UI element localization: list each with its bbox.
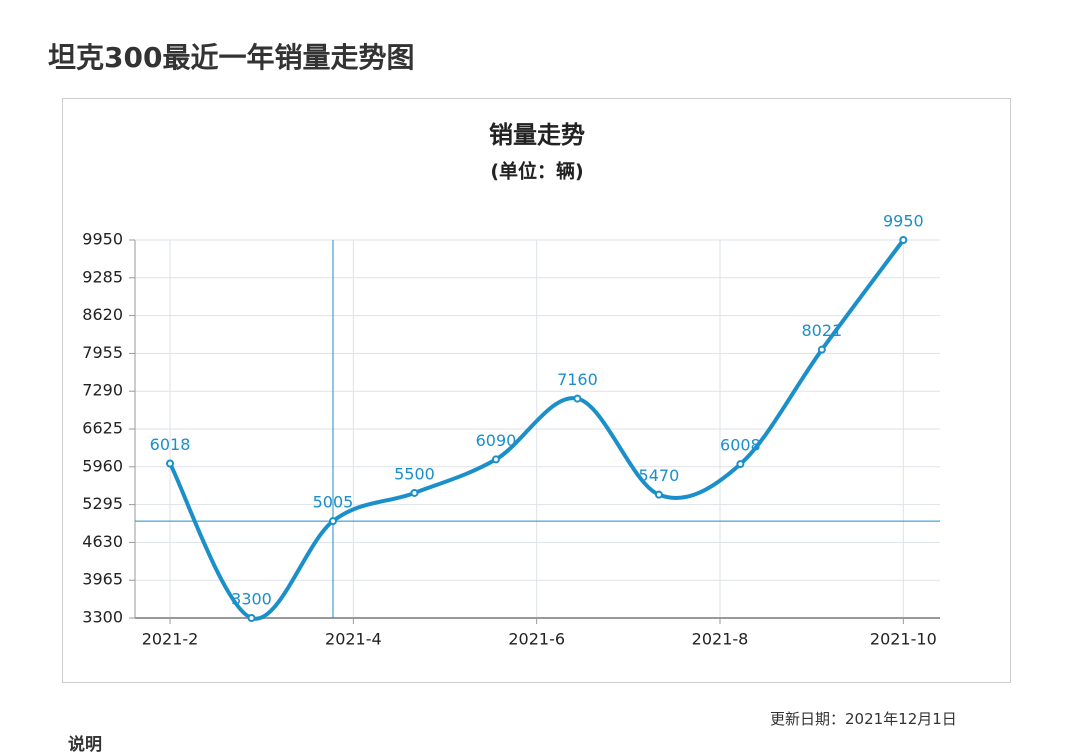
value-label: 5470 bbox=[639, 466, 680, 485]
x-tick-label: 2021-2 bbox=[142, 630, 199, 649]
value-label: 5500 bbox=[394, 464, 435, 483]
y-tick-label: 9950 bbox=[82, 230, 123, 249]
y-tick-label: 5960 bbox=[82, 456, 123, 475]
value-label: 8021 bbox=[801, 321, 842, 340]
chart-title: 销量走势 bbox=[489, 121, 585, 149]
value-label: 5005 bbox=[313, 493, 354, 512]
point bbox=[410, 488, 419, 497]
point bbox=[166, 459, 175, 468]
value-label: 6008 bbox=[720, 436, 761, 455]
value-label: 3300 bbox=[231, 590, 272, 609]
point bbox=[736, 460, 745, 469]
update-date: 更新日期：2021年12月1日 bbox=[770, 710, 957, 728]
point bbox=[247, 614, 256, 622]
value-label: 9950 bbox=[883, 212, 924, 231]
page-heading: 坦克300最近一年销量走势图 bbox=[48, 41, 415, 74]
y-tick-label: 3965 bbox=[82, 570, 123, 589]
y-tick-label: 9285 bbox=[82, 267, 123, 286]
point bbox=[491, 455, 500, 464]
x-tick-label: 2021-8 bbox=[692, 630, 749, 649]
chart-subtitle: (单位：辆) bbox=[490, 160, 583, 183]
point bbox=[654, 490, 663, 499]
point bbox=[817, 345, 826, 354]
point bbox=[573, 394, 582, 403]
value-label: 6090 bbox=[476, 431, 517, 450]
x-tick-label: 2021-6 bbox=[508, 630, 565, 649]
point bbox=[328, 517, 337, 526]
y-tick-label: 8620 bbox=[82, 305, 123, 324]
y-tick-label: 6625 bbox=[82, 419, 123, 438]
y-tick-label: 3300 bbox=[82, 608, 123, 627]
chart-frame bbox=[62, 98, 1011, 683]
x-tick-label: 2021-10 bbox=[870, 630, 937, 649]
value-label: 6018 bbox=[150, 435, 191, 454]
point bbox=[899, 236, 908, 244]
y-tick-label: 7290 bbox=[82, 381, 123, 400]
y-tick-label: 7955 bbox=[82, 343, 123, 362]
y-tick-label: 5295 bbox=[82, 494, 123, 513]
line bbox=[168, 238, 905, 621]
value-label: 7160 bbox=[557, 370, 598, 389]
y-tick-label: 4630 bbox=[82, 532, 123, 551]
x-tick-label: 2021-4 bbox=[325, 630, 382, 649]
